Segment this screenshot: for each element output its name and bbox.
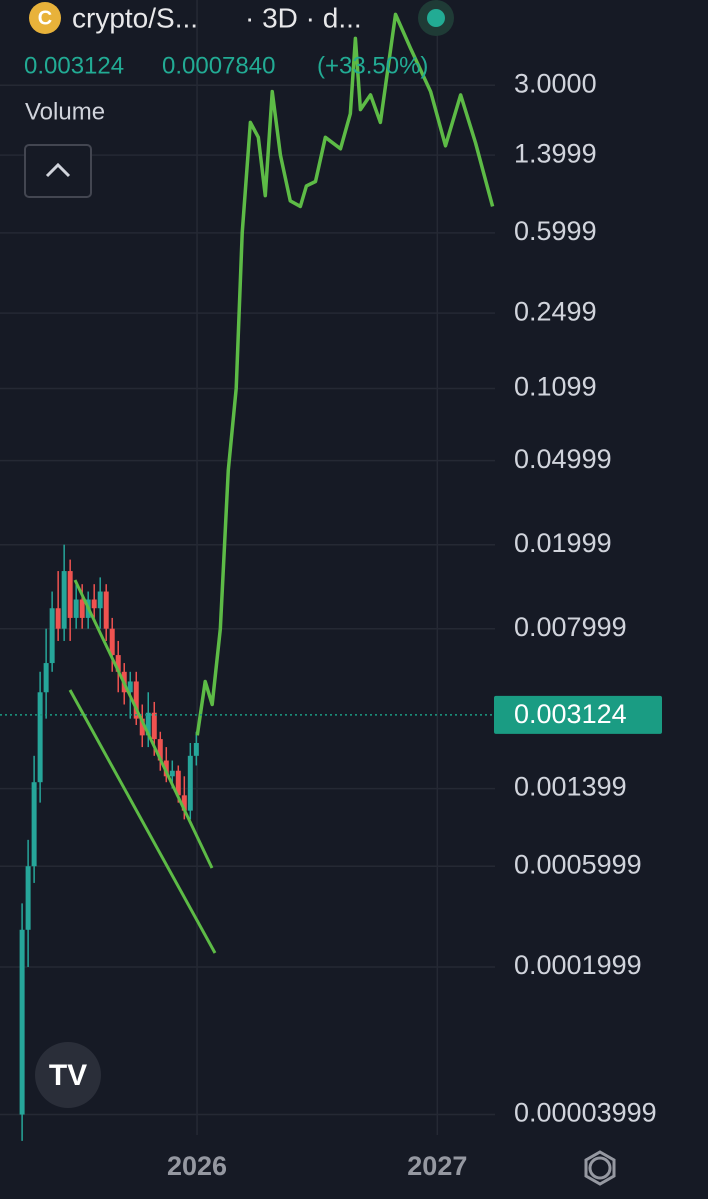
candle-body	[151, 712, 157, 740]
candle-body	[73, 599, 79, 618]
y-tick-label: 0.01999	[514, 528, 612, 558]
projection-line	[195, 12, 495, 736]
x-tick-label: 2027	[407, 1151, 467, 1181]
y-tick-label: 0.1099	[514, 372, 597, 402]
candle-body	[193, 743, 199, 756]
candle-body	[169, 770, 175, 777]
candle-body	[157, 739, 163, 761]
candle-body	[49, 608, 55, 664]
candle-body	[139, 718, 145, 736]
y-tick-label: 0.5999	[514, 216, 597, 246]
candle-body	[91, 599, 97, 609]
last-price-box	[494, 695, 662, 734]
candle-body	[97, 591, 103, 609]
candle-body	[79, 599, 85, 618]
coin-icon	[29, 2, 61, 34]
candle-body	[115, 655, 121, 672]
candle-body	[145, 712, 151, 736]
last-price: 0.003124	[24, 52, 124, 79]
symbol[interactable]: crypto/S...	[72, 2, 198, 33]
settings-icon[interactable]	[588, 1156, 612, 1180]
y-tick-label: 0.007999	[514, 612, 627, 642]
last-price-label: 0.003124	[514, 699, 627, 729]
candle-body	[103, 591, 109, 629]
candle-body	[55, 608, 61, 629]
candle-body	[67, 571, 73, 618]
interval: · 3D · d...	[245, 2, 362, 33]
y-tick-label: 0.001399	[514, 772, 627, 802]
volume-label: Volume	[25, 98, 105, 125]
candle-body	[133, 681, 139, 719]
channel-line	[68, 689, 217, 954]
channel-line	[73, 579, 214, 869]
y-tick-label: 1.3999	[514, 138, 597, 168]
candle-body	[181, 795, 187, 811]
y-tick-label: 3.0000	[514, 68, 597, 98]
candle-body	[43, 663, 49, 693]
y-tick-label: 0.04999	[514, 444, 612, 474]
x-tick-label: 2026	[167, 1151, 227, 1181]
collapse-button[interactable]	[24, 144, 92, 198]
status-dot	[427, 9, 445, 27]
candle-body	[187, 755, 193, 811]
coin-icon-letter: C	[38, 7, 52, 29]
candle-body	[175, 770, 181, 796]
price-axis: 3.0000 1.3999 0.5999 0.2499 0.1099 0.04999 0.0…	[167, 68, 662, 1181]
candle-body	[37, 692, 43, 783]
logo[interactable]	[35, 1042, 101, 1108]
candle-body	[127, 681, 133, 693]
candle-body	[31, 782, 37, 867]
settings-icon-frame	[584, 1150, 616, 1186]
change-pct: (+33.50%)	[317, 52, 428, 79]
y-tick-label: 0.0001999	[514, 950, 642, 980]
logo-mark: TV	[49, 1059, 87, 1092]
candle-body	[25, 866, 31, 930]
candle-body	[19, 929, 25, 1115]
y-tick-label: 0.2499	[514, 296, 597, 326]
grid	[0, 0, 495, 1135]
y-tick-label: 0.00003999	[514, 1098, 657, 1128]
change: 0.0007840	[162, 52, 275, 79]
candle-body	[61, 571, 67, 629]
chevron-icon	[45, 162, 71, 178]
y-tick-label: 0.0005999	[514, 849, 642, 879]
candle-body	[109, 628, 115, 656]
